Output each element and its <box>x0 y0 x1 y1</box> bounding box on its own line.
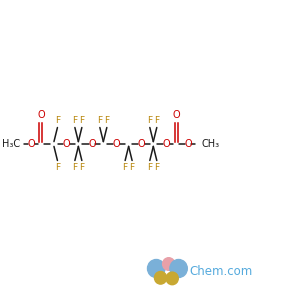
Text: F: F <box>97 116 102 125</box>
Circle shape <box>166 272 178 285</box>
Text: O: O <box>172 110 180 121</box>
Text: O: O <box>63 139 70 149</box>
Text: Chem.com: Chem.com <box>189 265 252 278</box>
Text: O: O <box>37 110 45 121</box>
Circle shape <box>163 258 175 270</box>
Text: F: F <box>104 116 110 125</box>
Text: O: O <box>163 139 170 149</box>
Text: O: O <box>138 139 146 149</box>
Text: F: F <box>79 163 84 172</box>
Text: O: O <box>112 139 120 149</box>
Text: F: F <box>147 116 152 125</box>
Text: F: F <box>79 116 84 125</box>
Text: F: F <box>72 116 77 125</box>
Circle shape <box>154 272 167 284</box>
Text: F: F <box>154 163 159 172</box>
Text: F: F <box>123 163 128 172</box>
Text: CH₃: CH₃ <box>201 139 219 149</box>
Text: F: F <box>55 116 60 125</box>
Text: H₃C: H₃C <box>2 139 20 149</box>
Text: F: F <box>55 163 60 172</box>
Text: O: O <box>88 139 96 149</box>
Circle shape <box>170 260 187 278</box>
Text: F: F <box>154 116 159 125</box>
Text: F: F <box>147 163 152 172</box>
Text: O: O <box>184 139 192 149</box>
Text: O: O <box>28 139 35 149</box>
Text: F: F <box>130 163 135 172</box>
Text: F: F <box>72 163 77 172</box>
Circle shape <box>148 260 165 278</box>
